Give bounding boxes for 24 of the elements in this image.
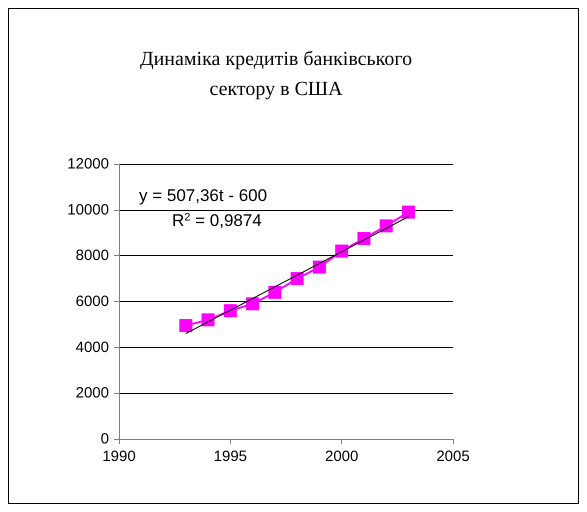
y-tick-label: 10000: [67, 201, 109, 218]
point: [179, 319, 192, 332]
x-tick-label: 1995: [214, 448, 248, 465]
chart-title: Динаміка кредитів банківського сектору в США: [140, 48, 412, 100]
x-tick-label: 2000: [324, 448, 358, 465]
y-tick-label: 4000: [76, 338, 109, 356]
point: [268, 286, 282, 299]
y-tick-label: 2000: [76, 384, 109, 402]
x-tick-label: 2005: [436, 448, 470, 465]
y-tick-label: 0: [100, 430, 109, 448]
point: [402, 206, 415, 219]
point: [335, 244, 348, 258]
point: [224, 304, 237, 318]
annotation: y = 507,36t - 600: [139, 186, 268, 205]
point: [290, 272, 304, 286]
y-tick-label: 6000: [76, 293, 109, 310]
point: [312, 260, 326, 274]
point: [357, 232, 370, 245]
point: [202, 313, 215, 326]
x-tick-label: 1990: [102, 448, 136, 465]
y-tick-label: 8000: [76, 247, 109, 264]
point: [246, 297, 260, 310]
y-tick-label: 12000: [67, 156, 109, 172]
point: [380, 219, 393, 232]
